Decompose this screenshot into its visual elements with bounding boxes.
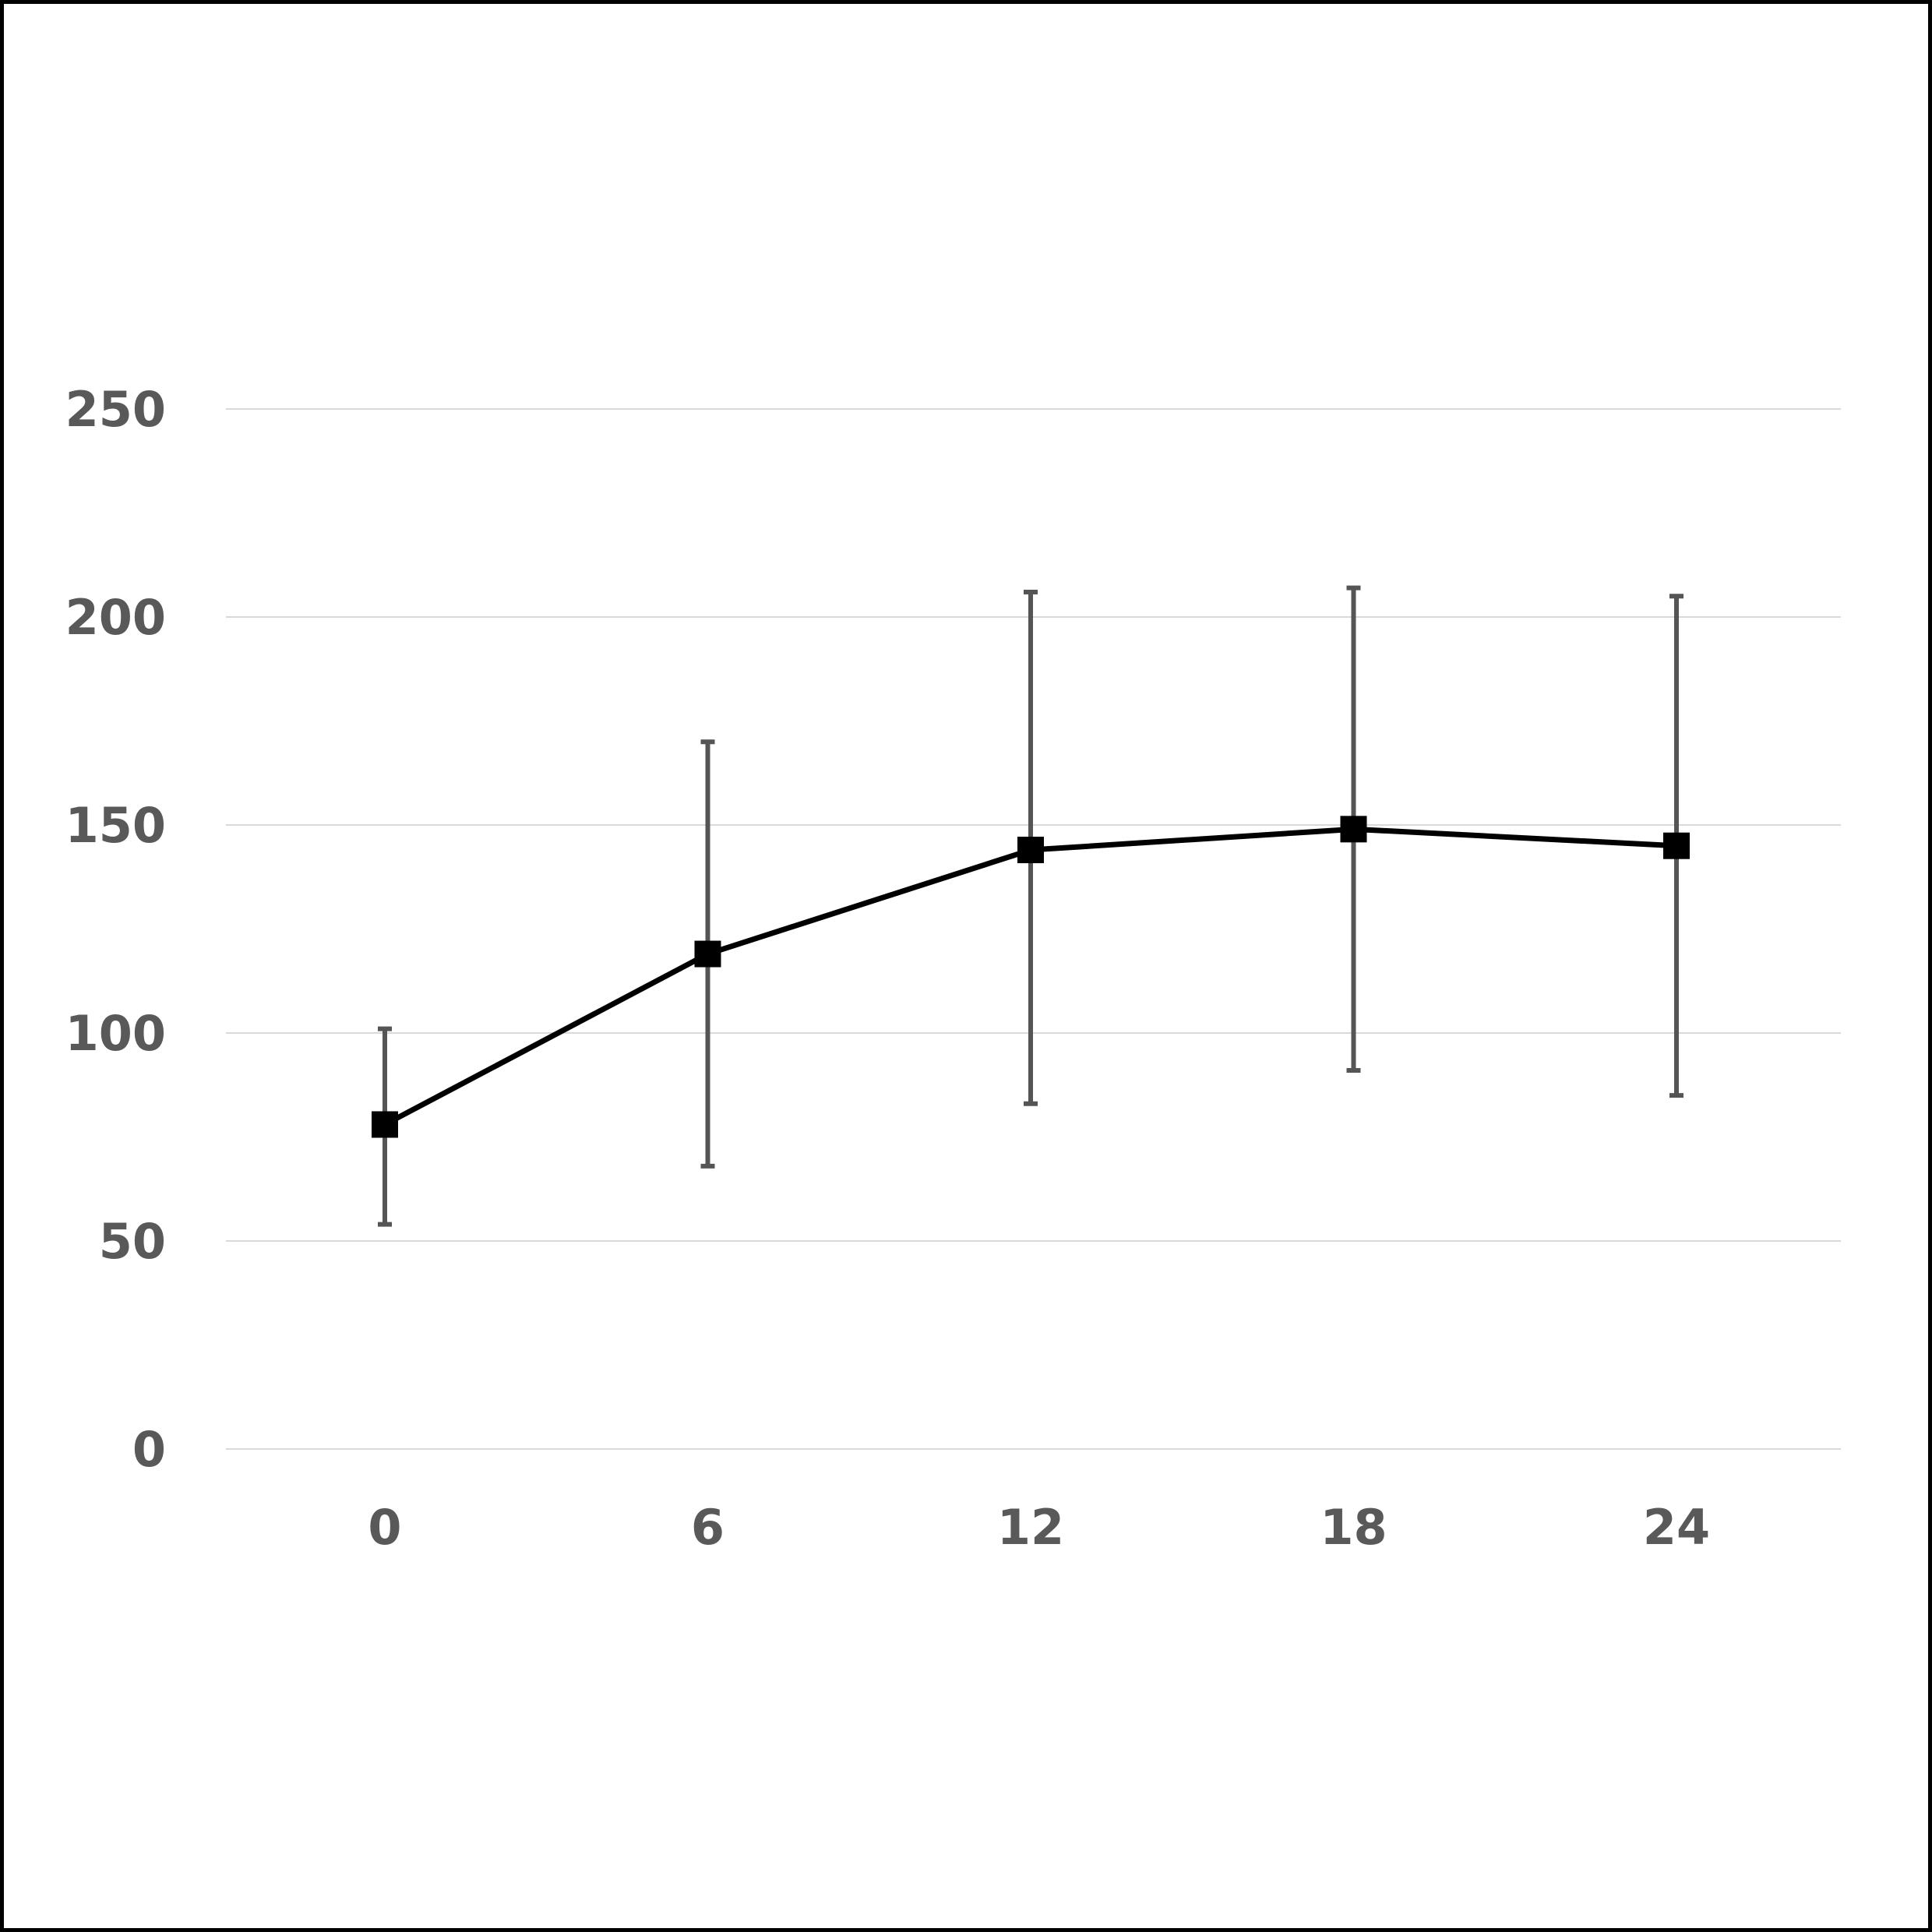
data-point-marker bbox=[1017, 837, 1044, 864]
x-axis: 0 6 12 18 24 bbox=[368, 1499, 1710, 1556]
data-point-marker bbox=[1340, 816, 1367, 843]
x-tick-label: 18 bbox=[1320, 1499, 1387, 1556]
y-tick-label: 200 bbox=[65, 589, 166, 646]
error-bars bbox=[378, 585, 1683, 1227]
data-point-marker bbox=[372, 1111, 398, 1138]
y-tick-label: 250 bbox=[65, 381, 166, 438]
x-tick-label: 6 bbox=[691, 1499, 724, 1556]
y-tick-label: 100 bbox=[65, 1005, 166, 1062]
x-tick-label: 24 bbox=[1643, 1499, 1710, 1556]
gridlines bbox=[226, 408, 1841, 1450]
y-tick-label: 0 bbox=[132, 1421, 166, 1478]
data-point-marker bbox=[1663, 832, 1690, 859]
y-tick-label: 50 bbox=[99, 1213, 166, 1270]
y-tick-label: 150 bbox=[65, 797, 166, 854]
x-tick-label: 0 bbox=[368, 1499, 401, 1556]
data-point-marker bbox=[694, 940, 721, 968]
data-markers bbox=[372, 816, 1690, 1138]
y-axis: 0 50 100 150 200 250 bbox=[65, 381, 166, 1478]
x-tick-label: 12 bbox=[997, 1499, 1064, 1556]
line-chart: 0 50 100 150 200 250 0 6 12 18 24 bbox=[65, 381, 1841, 1556]
